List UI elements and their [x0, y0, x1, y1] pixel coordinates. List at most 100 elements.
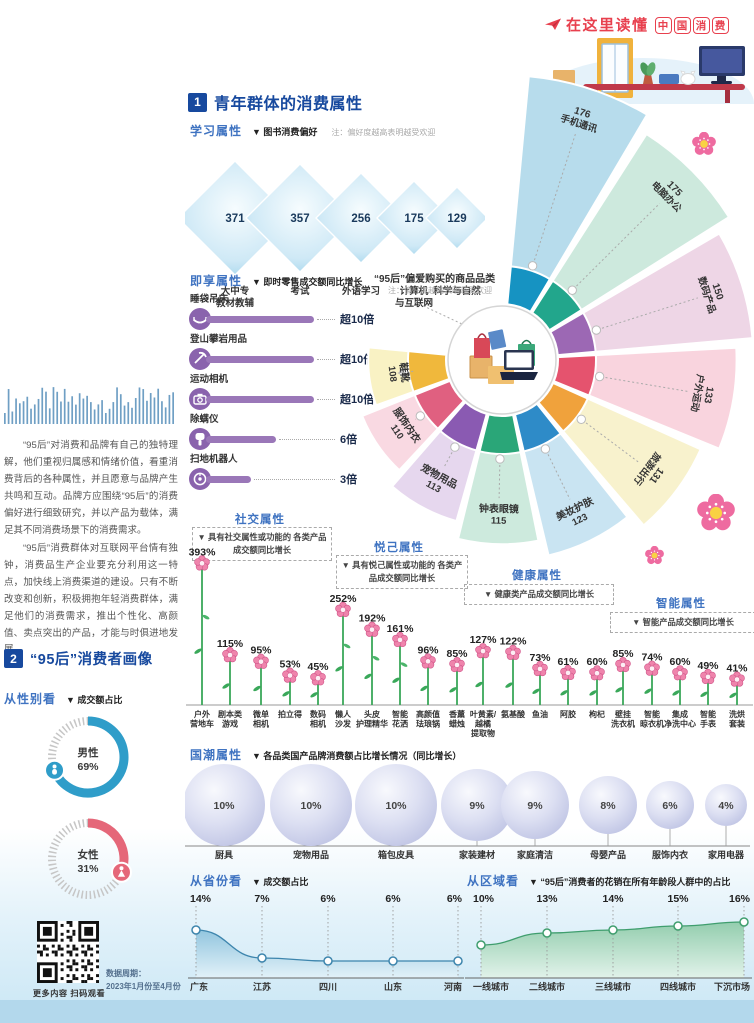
learning-chart-header: 学习属性 ▼ 图书消费偏好 注：偏好度越高表明越受欢迎 — [190, 122, 435, 139]
svg-text:9%: 9% — [469, 800, 485, 812]
instant-value: 3倍 — [340, 474, 358, 486]
region-chart-header: 从区域看 ▼ “95后”消费者的花销在所有年龄段人群中的占比 — [467, 872, 730, 889]
svg-text:洗衣机: 洗衣机 — [611, 719, 635, 729]
bubble-mark — [501, 771, 569, 839]
svg-text:四线城市: 四线城市 — [660, 981, 696, 992]
svg-text:252%: 252% — [330, 593, 358, 605]
svg-text:箱包皮具: 箱包皮具 — [378, 849, 414, 860]
leader-dots — [317, 318, 335, 320]
svg-text:数码: 数码 — [310, 709, 326, 719]
slogan-text: 在这里读懂 — [566, 17, 649, 34]
svg-text:河南: 河南 — [444, 981, 462, 992]
area-point — [388, 956, 398, 966]
section2-title: “95后”消费者画像 — [30, 652, 153, 668]
instant-bar — [206, 395, 314, 403]
bubble-mark — [705, 784, 747, 826]
svg-text:192%: 192% — [359, 613, 387, 625]
leader-dots — [317, 398, 335, 400]
instant-chart-header: 即享属性 ▼ 即时零售成交额同比增长 — [190, 272, 362, 289]
plum-blossom-icon — [697, 494, 735, 531]
svg-text:相机: 相机 — [310, 719, 326, 729]
svg-text:珐琅锅: 珐琅锅 — [416, 719, 440, 729]
svg-text:357: 357 — [290, 213, 309, 225]
svg-text:10%: 10% — [385, 800, 407, 812]
area-point — [673, 921, 683, 931]
svg-text:拍立得: 拍立得 — [278, 709, 302, 719]
instant-item: 扫地机器人 3倍 — [188, 454, 382, 492]
svg-text:越橘: 越橘 — [474, 719, 491, 729]
background-bottom-strip — [0, 1000, 754, 1023]
svg-text:69%: 69% — [77, 761, 99, 773]
instant-value: 超10倍 — [340, 354, 375, 366]
region-subtitle: ▼ “95后”消费者的花销在所有年龄段人群中的占比 — [529, 877, 731, 887]
mite-remover-icon — [189, 428, 211, 450]
province-chart-header: 从省份看 ▼ 成交额占比 — [190, 872, 308, 889]
svg-text:371: 371 — [225, 213, 245, 225]
svg-text:智能: 智能 — [644, 709, 660, 719]
diamond-mark — [425, 186, 485, 250]
svg-text:95%: 95% — [250, 645, 272, 657]
svg-text:护理精华: 护理精华 — [356, 719, 388, 729]
instant-value: 超10倍 — [340, 314, 375, 326]
svg-text:85%: 85% — [446, 648, 468, 660]
paper-plane-icon — [545, 18, 561, 30]
flower-mark — [560, 664, 576, 681]
svg-text:96%: 96% — [417, 644, 439, 656]
climbing-pick-icon — [189, 348, 211, 370]
svg-text:161%: 161% — [387, 623, 415, 635]
learning-note: 注：偏好度越高表明越受欢迎 — [331, 128, 436, 137]
plum-blossom-icon — [645, 546, 664, 565]
svg-text:净洗中心: 净洗中心 — [664, 719, 696, 729]
svg-text:钟表眼镜: 钟表眼镜 — [479, 502, 519, 516]
svg-text:厨具: 厨具 — [215, 850, 233, 860]
svg-text:15%: 15% — [667, 893, 689, 905]
svg-text:6%: 6% — [447, 893, 463, 905]
flower-mark — [589, 665, 605, 681]
svg-text:10%: 10% — [300, 800, 322, 812]
svg-text:下沉市场: 下沉市场 — [714, 981, 750, 992]
svg-text:16%: 16% — [729, 893, 751, 905]
instant-item: 登山攀岩用品超10倍 — [188, 334, 382, 372]
svg-text:氨基酸: 氨基酸 — [501, 709, 526, 719]
section1-title: 青年群体的消费属性 — [214, 96, 363, 113]
leader-dots — [279, 438, 335, 440]
svg-text:127%: 127% — [470, 634, 498, 646]
social-title: 社交属性 — [235, 514, 285, 526]
guochao-chart-header: 国潮属性 ▼ 各品类国产品牌消费额占比增长情况（同比增长） — [190, 746, 461, 763]
desk-illustration — [549, 38, 745, 103]
svg-text:60%: 60% — [669, 656, 691, 668]
svg-text:45%: 45% — [307, 661, 329, 673]
svg-text:套装: 套装 — [728, 719, 745, 729]
svg-text:剧本类: 剧本类 — [217, 709, 242, 719]
svg-text:香薰: 香薰 — [448, 709, 465, 719]
pleasure-note: ▼ 具有悦己属性或功能的 各类产品成交额同比增长 — [336, 555, 468, 589]
flower-mark — [449, 656, 465, 673]
bubble-mark — [646, 781, 694, 829]
leader-dots — [317, 358, 335, 360]
male-icon — [44, 759, 66, 781]
bubble-mark — [270, 764, 352, 846]
svg-text:家庭清洁: 家庭清洁 — [517, 849, 553, 860]
area-point — [476, 940, 486, 950]
flower-mark — [335, 601, 351, 618]
flower-mark — [310, 670, 326, 686]
section1-badge: 1 — [188, 92, 207, 112]
svg-text:175: 175 — [404, 213, 424, 225]
svg-text:母婴产品: 母婴产品 — [590, 849, 626, 860]
section2-header: 2 “95后”消费者画像 — [4, 648, 153, 669]
svg-text:三线城市: 三线城市 — [595, 981, 631, 992]
instant-item-label: 登山攀岩用品 — [190, 334, 248, 345]
intro-paragraph-1: “95后”对消费和品牌有自己的独特理解，他们重视归属感和情绪价值，看重消费背后的… — [4, 440, 178, 536]
instant-subtitle: ▼ 即时零售成交额同比增长 — [252, 277, 363, 287]
svg-text:计算机: 计算机 — [400, 285, 429, 297]
svg-text:叶黄素/: 叶黄素/ — [470, 709, 497, 719]
flower-mark — [505, 644, 521, 660]
instant-label: 即享属性 — [190, 274, 243, 288]
svg-text:31%: 31% — [77, 863, 99, 875]
bubble-mark — [441, 769, 513, 841]
instant-bar — [206, 315, 314, 323]
svg-text:花洒: 花洒 — [392, 719, 408, 729]
instant-item: 运动相机 超10倍 — [188, 374, 382, 412]
